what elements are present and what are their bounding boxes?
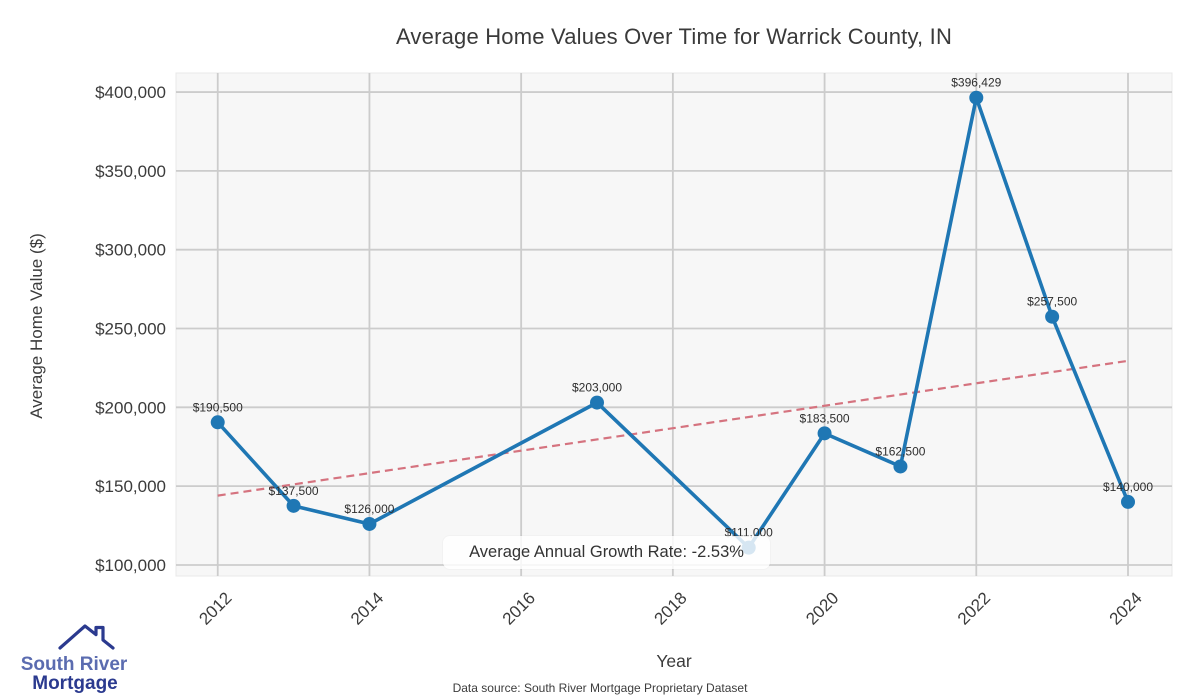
data-point-marker-2014 xyxy=(362,516,377,531)
data-point-label-2020: $183,500 xyxy=(800,411,850,425)
x-tick-label: 2016 xyxy=(499,588,539,628)
logo-text-line2: Mortgage xyxy=(32,673,118,694)
data-point-marker-2021 xyxy=(893,459,908,474)
data-source-caption: Data source: South River Mortgage Propri… xyxy=(452,681,748,695)
south-river-mortgage-logo: South River Mortgage xyxy=(21,624,128,694)
y-axis-label: Average Home Value ($) xyxy=(27,233,46,419)
y-tick-label: $350,000 xyxy=(95,162,166,181)
x-tick-label: 2012 xyxy=(195,588,235,628)
data-point-marker-2024 xyxy=(1121,494,1136,509)
house-roof-icon xyxy=(58,624,115,650)
data-point-label-2013: $137,500 xyxy=(269,484,319,498)
data-point-label-2014: $126,000 xyxy=(344,502,394,516)
data-point-label-2017: $203,000 xyxy=(572,381,622,395)
plot-area-background xyxy=(175,72,1173,577)
data-point-label-2012: $190,500 xyxy=(193,400,243,414)
x-tick-label: 2014 xyxy=(347,588,387,628)
data-point-label-2023: $257,500 xyxy=(1027,295,1077,309)
x-tick-label: 2024 xyxy=(1106,588,1146,628)
x-tick-label: 2020 xyxy=(802,588,842,628)
data-point-marker-2012 xyxy=(210,415,225,430)
trend-line xyxy=(217,359,1129,497)
data-point-label-2024: $140,000 xyxy=(1103,480,1153,494)
series-line xyxy=(215,95,1130,550)
data-point-marker-2023 xyxy=(1045,309,1060,324)
data-point-marker-2017 xyxy=(590,395,605,410)
y-tick-label: $400,000 xyxy=(95,83,166,102)
y-tick-label: $200,000 xyxy=(95,398,166,417)
x-tick-label: 2022 xyxy=(954,588,994,628)
growth-rate-annotation: Average Annual Growth Rate: -2.53% xyxy=(443,536,770,569)
y-tick-label: $250,000 xyxy=(95,320,166,339)
y-tick-label: $300,000 xyxy=(95,241,166,260)
chart-title: Average Home Values Over Time for Warric… xyxy=(395,24,953,49)
y-tick-label: $100,000 xyxy=(95,556,166,575)
y-tick-label: $150,000 xyxy=(95,477,166,496)
data-point-label-2022: $396,429 xyxy=(951,76,1001,90)
data-point-marker-2013 xyxy=(286,498,301,513)
data-point-marker-2022 xyxy=(969,90,984,105)
x-tick-label: 2018 xyxy=(651,588,691,628)
data-point-marker-2020 xyxy=(817,426,832,441)
logo-text-line1: South River xyxy=(21,654,128,675)
growth-rate-annotation-text: Average Annual Growth Rate: -2.53% xyxy=(469,543,744,561)
data-point-label-2021: $162,500 xyxy=(875,444,925,458)
x-axis-label: Year xyxy=(656,651,692,671)
